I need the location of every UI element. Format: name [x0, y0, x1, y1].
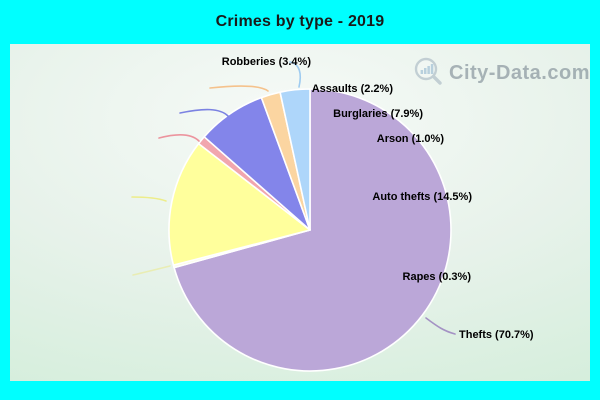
slice-label-robberies: Robberies (3.4%)	[221, 56, 311, 68]
watermark: City-Data.com	[413, 56, 590, 90]
slice-label-auto-thefts: Auto thefts (14.5%)	[372, 191, 472, 203]
slice-label-arson: Arson (1.0%)	[376, 133, 444, 145]
chart-title: Crimes by type - 2019	[215, 13, 385, 30]
slice-label-rapes: Rapes (0.3%)	[402, 271, 471, 283]
watermark-text: City-Data.com	[449, 61, 590, 84]
title-bar: Crimes by type - 2019	[0, 0, 600, 44]
magnifier-bar-chart-icon	[414, 57, 442, 85]
slice-label-assaults: Assaults (2.2%)	[311, 83, 393, 95]
slice-label-burglaries: Burglaries (7.9%)	[333, 108, 423, 120]
slice-label-thefts: Thefts (70.7%)	[459, 329, 534, 341]
